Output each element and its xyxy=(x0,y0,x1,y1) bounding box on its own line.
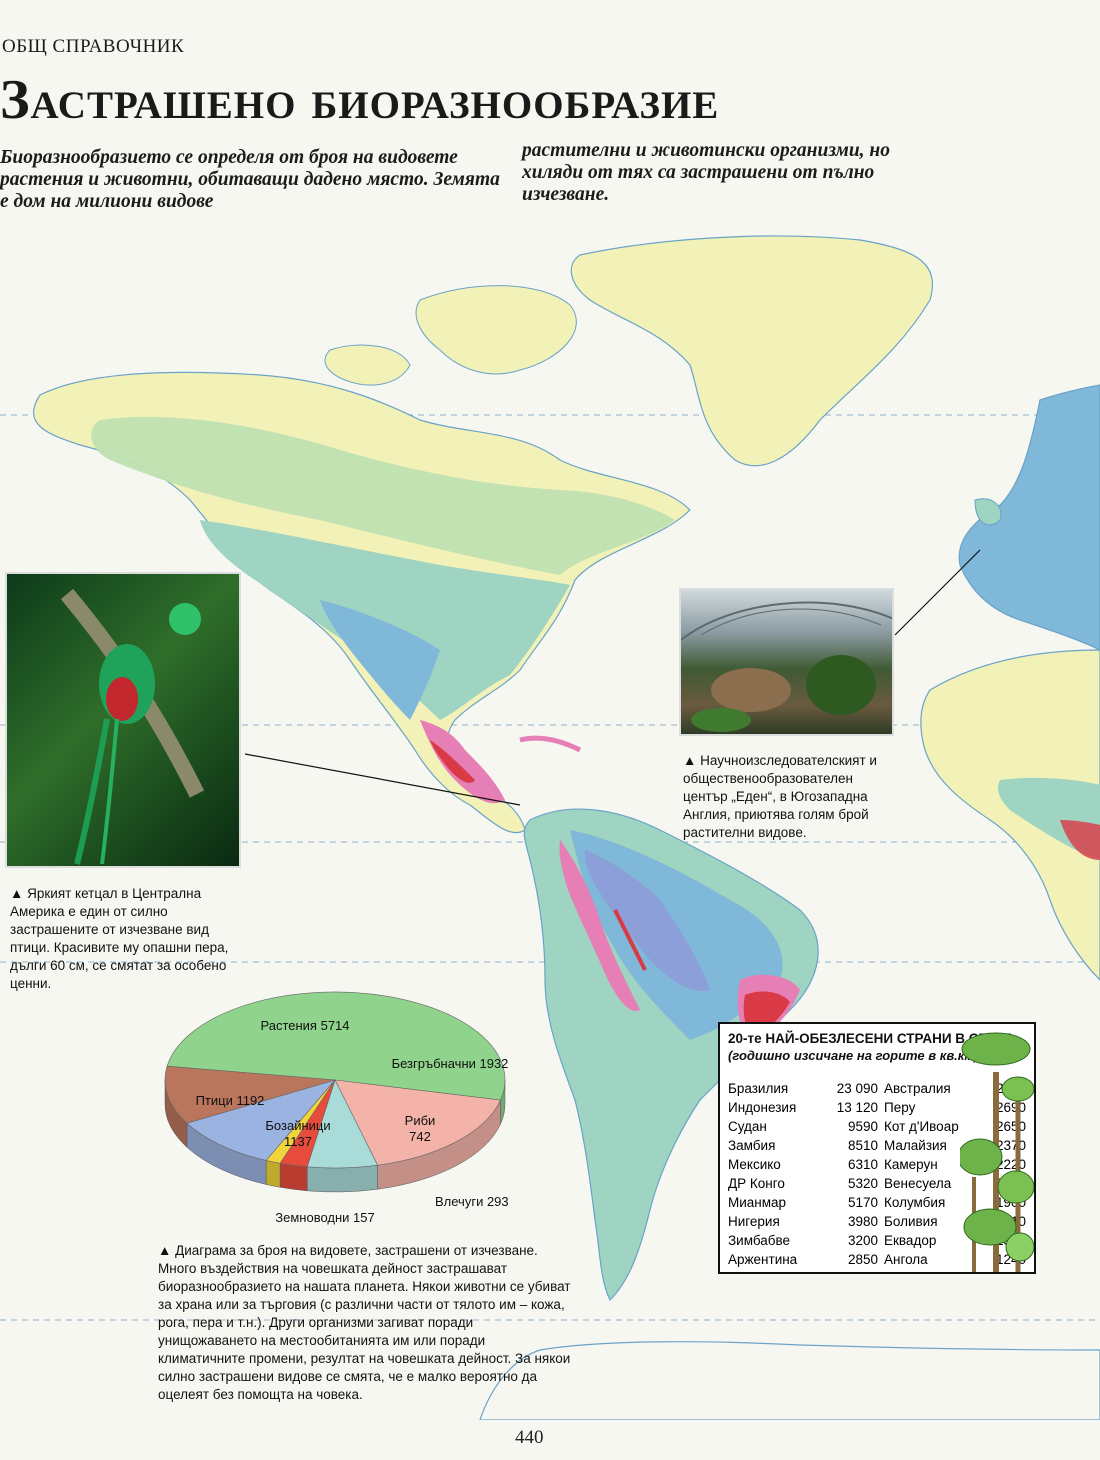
table-title: 20-те НАЙ-ОБЕЗЛЕСЕНИ СТРАНИ В СВЕТА xyxy=(728,1031,1015,1046)
value-cell: 3200 xyxy=(847,1233,878,1248)
intro-text-left: Биоразнообразието се определя от броя на… xyxy=(0,147,500,212)
country-cell: Индонезия xyxy=(728,1100,797,1115)
country-cell: Ангола xyxy=(884,1252,928,1267)
rainforest-tree-illustration xyxy=(960,1032,1034,1272)
pie-label: Растения 5714 xyxy=(260,1018,349,1033)
pie-label: Риби 742 xyxy=(405,1113,436,1144)
country-cell: Боливия xyxy=(884,1214,938,1229)
table-subtitle: (годишно изсичане на горите в кв.км) xyxy=(728,1048,979,1063)
country-cell: Кот д'Ивоар xyxy=(884,1119,959,1134)
antarctica-landmass xyxy=(479,1341,1100,1420)
europe-landmass xyxy=(958,384,1100,651)
pie-slice xyxy=(164,1065,336,1124)
intro-text-right: растителни и животински организми, но хи… xyxy=(522,140,891,205)
table-row: Замбия 8510 Малайзия 2370 xyxy=(728,1136,1032,1155)
country-cell: Зимбабве xyxy=(728,1233,791,1248)
country-cell: ДР Конго xyxy=(728,1176,785,1191)
pie-label: Птици 1192 xyxy=(196,1093,265,1108)
country-cell: Австралия xyxy=(884,1081,951,1096)
africa-landmass xyxy=(920,649,1100,981)
country-cell: Малайзия xyxy=(884,1138,947,1153)
pie-label: Влечуги 293 xyxy=(435,1194,509,1209)
deforestation-table: 20-те НАЙ-ОБЕЗЛЕСЕНИ СТРАНИ В СВЕТА (год… xyxy=(718,1022,1036,1274)
value-cell: 5320 xyxy=(847,1176,878,1191)
country-cell: Камерун xyxy=(884,1157,938,1172)
pie-slice xyxy=(334,1079,501,1166)
eden-caption: ▲ Научноизследователският и общественооб… xyxy=(683,753,877,840)
pie-slice xyxy=(186,1079,336,1161)
country-cell: Венесуела xyxy=(884,1176,952,1191)
table-row: Аржентина 2850 Ангола 1240 xyxy=(728,1250,1032,1269)
country-cell: Аржентина xyxy=(728,1252,798,1267)
value-cell: 3980 xyxy=(847,1214,878,1229)
eden-pointer xyxy=(894,549,981,636)
page-title: Застрашено биоразнообразие xyxy=(0,69,720,131)
arctic-islands xyxy=(415,285,577,375)
pie-slice-side xyxy=(265,1160,281,1188)
country-cell: Бразилия xyxy=(728,1081,789,1096)
value-cell: 2850 xyxy=(847,1252,878,1267)
eden-project-photo xyxy=(679,588,894,736)
country-cell: Замбия xyxy=(728,1138,776,1153)
country-cell: Нигерия xyxy=(728,1214,780,1229)
chart-caption: ▲ Диаграма за броя на видовете, застраше… xyxy=(158,1243,571,1402)
pie-slice-side xyxy=(279,1162,308,1192)
pie-label: Бозайници 1137 xyxy=(265,1118,330,1149)
value-cell: 9590 xyxy=(847,1119,878,1134)
country-cell: Судан xyxy=(728,1119,767,1134)
quetzal-pointer xyxy=(244,753,521,806)
pie-slice-side xyxy=(306,1164,378,1193)
pie-label: Безгръбначни 1932 xyxy=(392,1056,509,1071)
biodiversity-map xyxy=(0,235,1100,1420)
country-cell: Перу xyxy=(884,1100,916,1115)
country-cell: Мексико xyxy=(728,1157,781,1172)
country-cell: Колумбия xyxy=(884,1195,946,1210)
table-row: Судан 9590 Кот д'Ивоар 2650 xyxy=(728,1117,1032,1136)
greenland-landmass xyxy=(570,235,934,467)
value-cell: 23 090 xyxy=(836,1081,878,1096)
country-cell: Мианмар xyxy=(728,1195,787,1210)
quetzal-photo xyxy=(5,572,241,868)
value-cell: 5170 xyxy=(847,1195,878,1210)
value-cell: 6310 xyxy=(847,1157,878,1172)
page-number: 440 xyxy=(515,1427,544,1448)
section-label: ОБЩ СПРАВОЧНИК xyxy=(2,36,185,57)
pie-label: Земноводни 157 xyxy=(275,1210,374,1225)
quetzal-caption: ▲ Яркият кетцал в Централна Америка е ед… xyxy=(10,886,229,991)
country-cell: Еквадор xyxy=(884,1233,937,1248)
value-cell: 13 120 xyxy=(836,1100,878,1115)
value-cell: 8510 xyxy=(847,1138,878,1153)
threatened-species-chart: Растения 5714 Безгръбначни 1932 Риби 742 Вле… xyxy=(150,970,520,1230)
